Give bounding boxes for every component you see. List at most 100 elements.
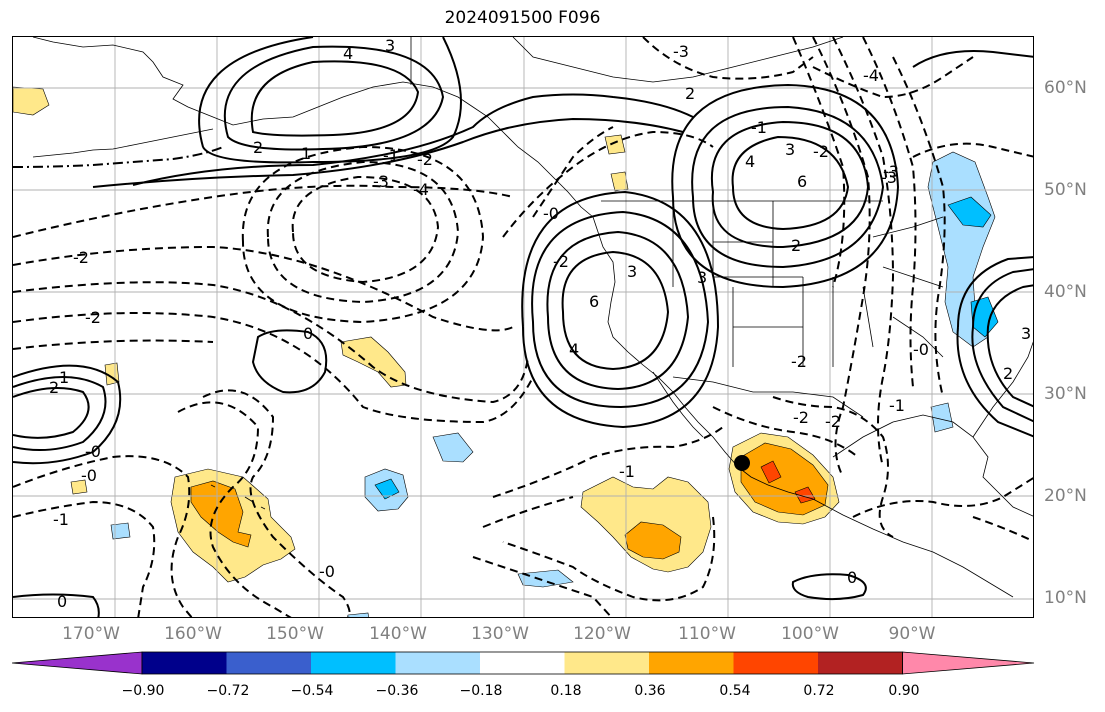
contour-neg-gulf <box>772 396 894 538</box>
shade-yellow-coast <box>610 171 629 192</box>
contour-neg-south-5 <box>492 426 724 498</box>
contour-label: -2 <box>85 308 101 327</box>
contour-label: 2 <box>791 236 801 255</box>
contour-label: -2 <box>791 352 807 371</box>
contour-pos-west-pacific-2 <box>13 376 107 451</box>
shade-blue-small <box>432 432 474 463</box>
coast-west-us <box>592 216 1014 598</box>
contour-label: -0 <box>319 562 335 581</box>
contour-pos-canada-3 <box>691 105 885 269</box>
contour-neg-south-4 <box>13 500 156 617</box>
colorbar <box>12 651 1035 675</box>
lon-label: 150°W <box>266 624 324 644</box>
contour-label: 2 <box>1003 364 1013 383</box>
colorbar-arrow-min <box>12 651 143 675</box>
shade-yellow-small2 <box>70 479 88 495</box>
contour-neg-low-3 <box>241 145 485 324</box>
colorbar-tick: −0.72 <box>206 683 250 699</box>
colorbar-tick: −0.36 <box>375 683 419 699</box>
contour-pos-south <box>791 573 867 601</box>
contour-label: 3 <box>385 37 395 55</box>
contour-neg-north-2 <box>812 56 974 99</box>
shade-cyan-central <box>374 478 400 500</box>
contour-pos-ca <box>561 250 670 371</box>
contour-neg-south-2 <box>177 401 292 617</box>
lon-label: 90°W <box>888 624 936 644</box>
contour-label: 1 <box>59 368 69 387</box>
contour-label: 2 <box>685 84 695 103</box>
colorbar-cell <box>142 652 227 674</box>
contour-neg-gulf-3 <box>852 477 1033 518</box>
contour-neg-low-2 <box>266 160 460 304</box>
contour-pos-ca-2 <box>546 230 690 391</box>
contour-label: -4 <box>863 66 879 85</box>
contour-pos-canada <box>731 135 850 231</box>
lon-label: 100°W <box>781 624 839 644</box>
contour-pos-west-pacific-3 <box>13 364 122 465</box>
lat-label: 60°N <box>1044 78 1087 98</box>
shade-blue-south2 <box>347 612 369 617</box>
contour-pos-pacific-wide-2 <box>92 117 684 188</box>
contour-pos-west-pacific <box>13 387 90 439</box>
contour-pos-east-2 <box>986 284 1033 408</box>
colorbar-tick: −0.54 <box>290 683 334 699</box>
contour-label: -1 <box>53 510 69 529</box>
shade-blue-tiny <box>110 522 131 540</box>
shaded-regions <box>13 86 999 617</box>
lat-label: 10°N <box>1044 588 1087 608</box>
contour-neg-south-7 <box>472 556 613 617</box>
colorbar-tick: 0.90 <box>888 683 920 699</box>
contour-neg-gulf-2 <box>712 406 859 458</box>
contour-label: -2 <box>73 248 89 267</box>
lat-label: 50°N <box>1044 180 1087 200</box>
shade-yellow-canada <box>604 134 626 155</box>
contour-label: 3 <box>627 262 637 281</box>
contour-pos-northeast <box>912 50 1033 68</box>
contour-neg-east-sea <box>972 516 1033 543</box>
contour-zero-north <box>13 146 224 168</box>
colorbar-cell <box>480 652 565 674</box>
contour-label: 2 <box>49 378 59 397</box>
contour-label: -2 <box>417 150 433 169</box>
contour-pos-alaska-3 <box>198 37 462 164</box>
lon-label: 170°W <box>62 624 120 644</box>
contour-label: -0 <box>85 442 101 461</box>
contour-pos-pacific-wide <box>132 93 694 186</box>
map-title: 2024091500 F096 <box>444 8 601 28</box>
lat-label: 20°N <box>1044 486 1087 506</box>
contour-label: 0 <box>57 592 67 611</box>
contour-label: 6 <box>797 172 807 191</box>
contour-label: 0 <box>847 568 857 587</box>
contours-negative <box>13 37 1033 617</box>
shade-blue-gulf <box>930 402 954 433</box>
colorbar-cells <box>12 651 1035 675</box>
lon-label: 110°W <box>678 624 736 644</box>
lon-label: 120°W <box>573 624 631 644</box>
contour-pos-east <box>971 268 1033 423</box>
contour-label: -2 <box>825 412 841 431</box>
colorbar-cell <box>564 652 650 674</box>
colorbar-cell <box>311 652 396 674</box>
contour-neg-trough <box>502 130 714 238</box>
shade-red-mexico <box>760 460 782 484</box>
contour-neg-band-4 <box>13 312 534 424</box>
coast-hawaii <box>210 484 266 510</box>
contour-neg-band-5 <box>13 126 614 350</box>
contour-pos-alaska <box>250 60 420 137</box>
lat-label: 30°N <box>1044 384 1087 404</box>
contour-label: -0 <box>543 204 559 223</box>
colorbar-cell <box>649 652 734 674</box>
lat-label: 40°N <box>1044 282 1087 302</box>
contour-label: 4 <box>569 340 579 359</box>
contour-pos-ca-3 <box>531 210 710 409</box>
contour-label: 3 <box>1021 324 1031 343</box>
contour-label: -3 <box>883 162 899 181</box>
colorbar-cell <box>733 652 819 674</box>
contour-pos-zero <box>251 329 328 394</box>
contour-label-group: 4 3 2 2 1 4 3 6 2 6 4 3 2 1 0 3 3 2 0 0 … <box>49 37 1031 611</box>
colorbar-arrow-max <box>902 651 1035 675</box>
colorbar-tick: −0.90 <box>121 683 165 699</box>
colorbar-tick: 0.72 <box>803 683 835 699</box>
contours-dashdot <box>13 146 224 168</box>
map-panel: 4 3 2 2 1 4 3 6 2 6 4 3 2 1 0 3 3 2 0 0 … <box>12 36 1034 618</box>
